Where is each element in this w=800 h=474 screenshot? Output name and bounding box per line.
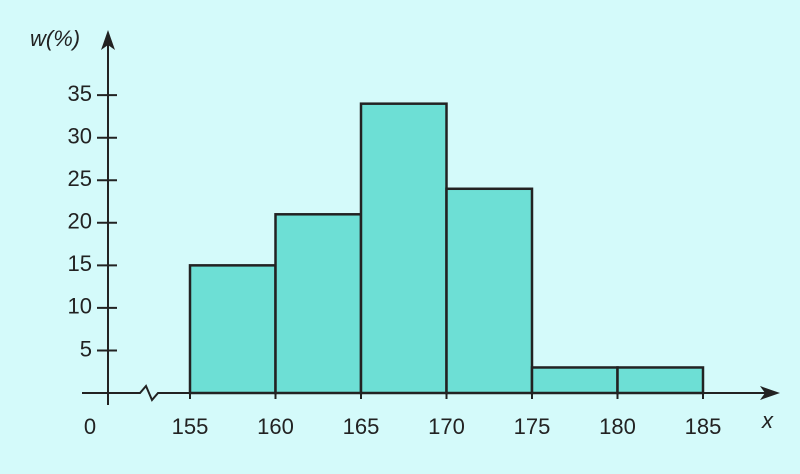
bar bbox=[616, 366, 705, 395]
y-axis-label: w(%) bbox=[30, 26, 80, 51]
y-tick-label: 5 bbox=[80, 336, 92, 361]
x-tick-label: 175 bbox=[514, 414, 551, 439]
bar bbox=[188, 264, 277, 395]
bar bbox=[530, 366, 619, 395]
y-tick-label: 10 bbox=[68, 294, 92, 319]
bars bbox=[188, 102, 705, 395]
x-tick-label: 160 bbox=[257, 414, 294, 439]
bar bbox=[445, 187, 534, 395]
x-tick-label: 180 bbox=[599, 414, 636, 439]
x-tick-label: 185 bbox=[685, 414, 722, 439]
x-tick-label: 155 bbox=[172, 414, 209, 439]
y-tick-label: 35 bbox=[68, 81, 92, 106]
y-tick-label: 20 bbox=[68, 209, 92, 234]
origin-label: 0 bbox=[84, 414, 96, 439]
bar bbox=[359, 102, 448, 395]
x-axis-label: x bbox=[761, 408, 774, 433]
y-tick-label: 15 bbox=[68, 251, 92, 276]
y-tick-label: 30 bbox=[68, 124, 92, 149]
x-tick-label: 165 bbox=[343, 414, 380, 439]
y-arrow bbox=[101, 30, 115, 50]
x-tick-label: 170 bbox=[428, 414, 465, 439]
y-tick-label: 25 bbox=[68, 166, 92, 191]
x-axis bbox=[82, 384, 768, 402]
bar bbox=[274, 213, 363, 395]
x-arrow bbox=[760, 386, 780, 400]
